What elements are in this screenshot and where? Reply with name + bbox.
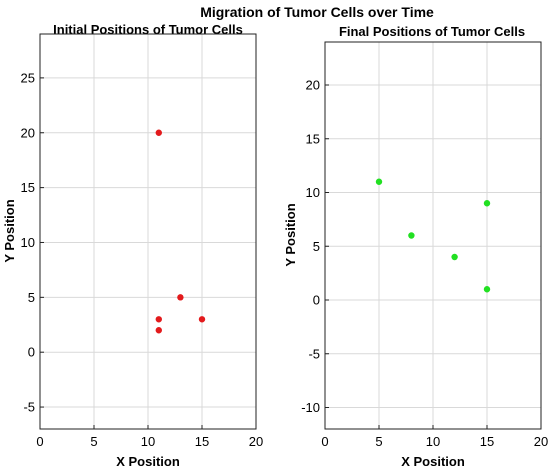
final-cell-point <box>451 253 458 261</box>
initial-plot-x-tick-label: 15 <box>195 434 209 449</box>
initial-plot-y-axis-label: Y Position <box>2 199 17 262</box>
initial-cell-point <box>198 316 206 323</box>
final-plot-y-tick-label: 0 <box>313 293 320 308</box>
initial-plot-points <box>155 129 206 334</box>
final-cell-point <box>408 232 415 239</box>
final-cell-point <box>483 200 491 207</box>
initial-plot-x-tick-label: 5 <box>90 434 97 449</box>
initial-plot-title: Initial Positions of Tumor Cells <box>53 22 243 37</box>
initial-plot-y-tick-label: -5 <box>23 400 35 415</box>
figure-title: Migration of Tumor Cells over Time <box>200 4 434 20</box>
initial-cell-point <box>155 129 162 136</box>
initial-plot-x-tick-label: 0 <box>36 434 43 449</box>
initial-plot-x-tick-label: 10 <box>141 434 155 449</box>
initial-cell-point <box>177 294 184 301</box>
final-plot-y-axis-label: Y Position <box>283 203 298 266</box>
final-plot-x-tick-label: 20 <box>534 434 548 449</box>
final-plot-y-tick-label: 10 <box>306 185 320 200</box>
initial-plot-y-tick-label: 10 <box>21 235 35 250</box>
final-plot-y-tick-label: -5 <box>308 346 320 361</box>
final-plot-ticks: 0 5 10 15 20 -10 -5 0 5 10 15 20 <box>301 78 548 450</box>
initial-plot-ticks: 0 5 10 15 20 -5 0 5 10 15 20 25 <box>21 70 264 449</box>
final-cell-point <box>375 178 383 185</box>
final-plot-x-axis-label: X Position <box>401 454 465 469</box>
final-cell-point <box>483 286 491 293</box>
final-plot-x-tick-label: 0 <box>321 434 328 449</box>
final-positions-plot: Final Positions of Tumor Cells 0 5 10 15 20 -… <box>283 24 548 469</box>
final-plot-x-tick-label: 10 <box>426 434 440 449</box>
final-plot-y-tick-label: 20 <box>306 78 320 93</box>
initial-plot-y-tick-label: 5 <box>28 290 35 305</box>
initial-plot-grid <box>39 34 257 429</box>
initial-plot-x-axis-label: X Position <box>116 454 180 469</box>
initial-plot-y-tick-label: 20 <box>21 125 35 140</box>
final-plot-title: Final Positions of Tumor Cells <box>339 24 525 39</box>
initial-plot-y-tick-label: 0 <box>28 345 35 360</box>
final-plot-grid <box>324 42 542 429</box>
initial-plot-y-tick-label: 15 <box>21 180 35 195</box>
initial-positions-plot: Initial Positions of Tumor Cells 0 5 10 15 2… <box>2 22 263 469</box>
initial-cell-point <box>155 327 162 334</box>
final-plot-x-tick-label: 15 <box>480 434 494 449</box>
initial-plot-y-tick-label: 25 <box>21 70 35 85</box>
final-plot-points <box>375 178 491 293</box>
initial-cell-point <box>155 316 162 323</box>
final-plot-y-tick-label: -10 <box>301 400 320 415</box>
initial-plot-x-tick-label: 20 <box>249 434 263 449</box>
final-plot-y-tick-label: 5 <box>313 239 320 254</box>
final-plot-y-tick-label: 15 <box>306 131 320 146</box>
final-plot-x-tick-label: 5 <box>375 434 382 449</box>
